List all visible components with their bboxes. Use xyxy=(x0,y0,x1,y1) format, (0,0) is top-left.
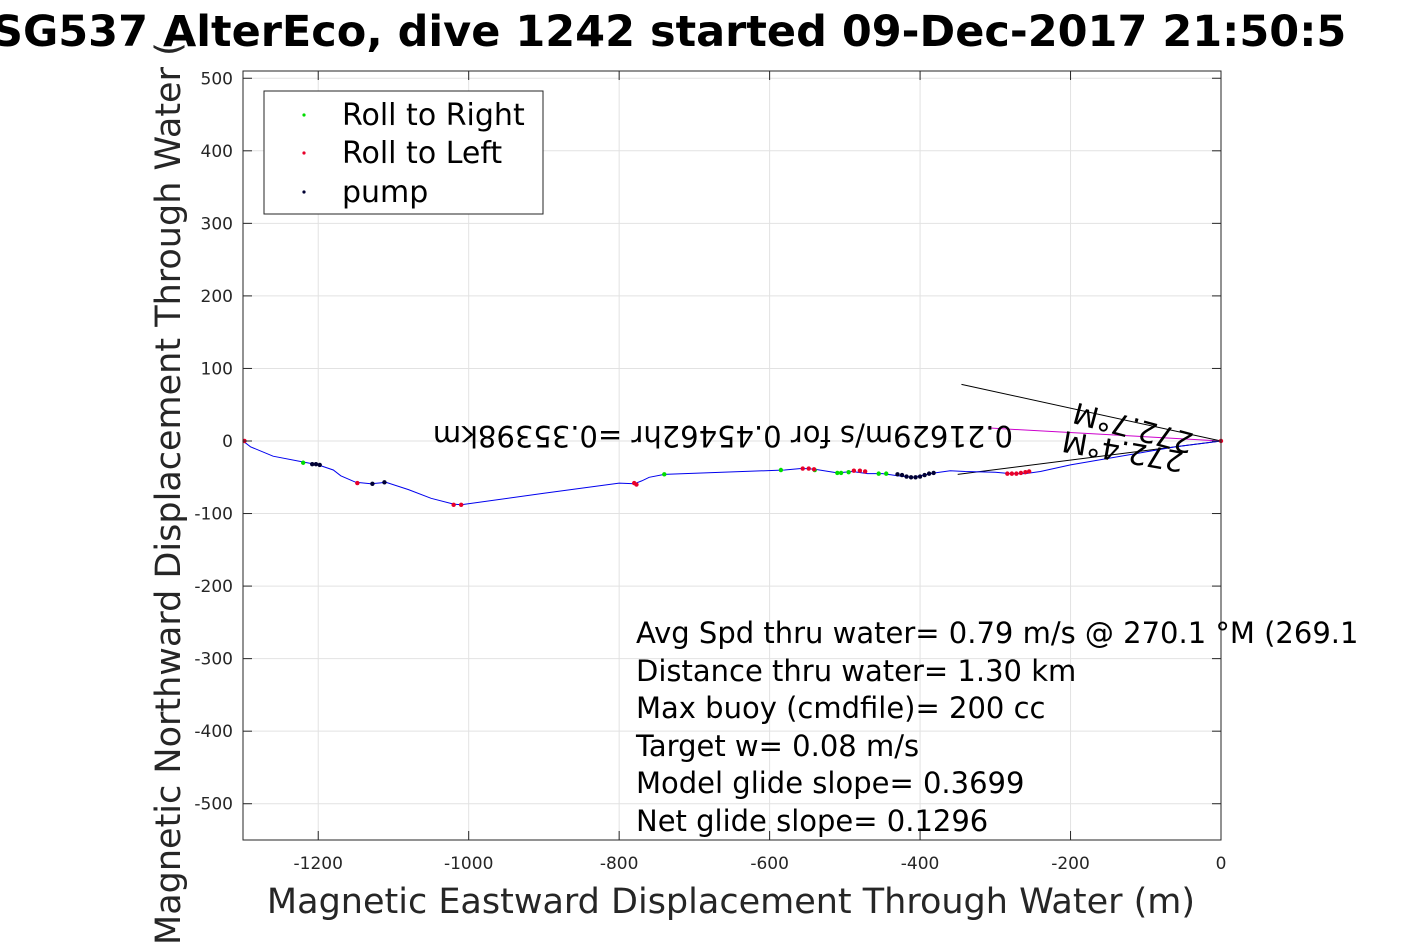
y-tick-label: -300 xyxy=(194,650,233,670)
roll-right-point xyxy=(846,469,851,475)
stats-annotations: Avg Spd thru water= 0.79 m/s @ 270.1 °M … xyxy=(635,616,1358,838)
pump-point xyxy=(899,472,905,478)
roll-left-point xyxy=(857,468,863,473)
roll-right-point xyxy=(778,467,784,473)
x-tick-label: -600 xyxy=(750,854,789,874)
annotation-target-w: Target w= 0.08 m/s xyxy=(635,729,919,763)
legend-marker-pump xyxy=(302,190,306,194)
legend-label-roll-right: Roll to Right xyxy=(342,98,525,133)
pump-point xyxy=(313,462,319,467)
roll-left-point xyxy=(451,502,456,508)
ticks: -1200 -1000 -800 -600 -400 -200 05004003002001… xyxy=(194,69,1226,874)
pump-point xyxy=(904,474,909,479)
pump-point xyxy=(917,474,923,479)
roll-left-point xyxy=(800,466,805,471)
y-tick-label: 200 xyxy=(201,287,233,307)
roll-right-point xyxy=(662,472,667,477)
pump-point xyxy=(382,480,387,485)
x-tick-label: -400 xyxy=(901,854,940,874)
annotation-distance: Distance thru water= 1.30 km xyxy=(636,654,1076,688)
marker-series xyxy=(242,438,1224,508)
pump-point xyxy=(926,471,932,476)
pump-point xyxy=(310,462,315,467)
y-tick-label: -100 xyxy=(194,505,233,525)
y-tick-label: 400 xyxy=(201,142,233,162)
roll-left-point xyxy=(458,502,464,508)
roll-right-point xyxy=(884,471,889,476)
roll-left-point xyxy=(634,482,639,487)
roll-left-point xyxy=(1014,471,1019,476)
roll-right-point xyxy=(876,471,881,476)
x-tick-label: -1000 xyxy=(444,854,493,874)
roll-left-point xyxy=(1023,469,1028,475)
legend-box xyxy=(263,90,544,215)
pump-point xyxy=(317,462,322,468)
y-tick-label: 100 xyxy=(201,359,233,379)
roll-right-point xyxy=(300,460,306,465)
roll-left-point xyxy=(811,467,817,472)
current-vector-line xyxy=(987,427,1222,442)
chart-title: SG537 AlterEco, dive 1242 started 09-Dec… xyxy=(0,7,1346,57)
annotation-avg-speed: Avg Spd thru water= 0.79 m/s @ 270.1 °M … xyxy=(636,616,1358,650)
annotation-net-glide-slope: Net glide slope= 0.1296 xyxy=(636,804,988,838)
x-axis-label: Magnetic Eastward Displacement Through W… xyxy=(267,882,1195,922)
y-tick-label: -200 xyxy=(194,577,233,597)
pump-point xyxy=(908,475,914,480)
annotation-model-glide-slope: Model glide slope= 0.3699 xyxy=(636,766,1024,800)
y-tick-label: 300 xyxy=(201,214,233,234)
roll-left-point xyxy=(862,469,868,474)
x-tick-label: -200 xyxy=(1051,854,1090,874)
roll-left-point xyxy=(1018,470,1024,476)
pump-point xyxy=(370,481,375,486)
roll-left-point xyxy=(1009,471,1015,476)
y-tick-label: 0 xyxy=(222,432,233,452)
legend-label-pump: pump xyxy=(342,175,428,210)
roll-left-point xyxy=(851,468,857,473)
legend-marker-roll-right xyxy=(302,113,306,117)
pump-point xyxy=(895,472,900,477)
x-tick-label: 0 xyxy=(1216,854,1227,874)
roll-left-point xyxy=(1026,469,1032,474)
pump-point xyxy=(922,472,927,478)
y-tick-label: -500 xyxy=(194,795,233,815)
roll-right-point xyxy=(835,470,840,476)
roll-left-point xyxy=(355,480,360,486)
y-axis-label: Magnetic Northward Displacement Through … xyxy=(149,42,189,945)
roll-left-point xyxy=(1005,471,1010,476)
roll-left-point xyxy=(806,466,811,471)
legend-label-roll-left: Roll to Left xyxy=(342,136,502,171)
roll-right-point xyxy=(838,470,844,476)
y-tick-label: -400 xyxy=(194,722,233,742)
annotation-max-buoy: Max buoy (cmdfile)= 200 cc xyxy=(636,691,1045,725)
y-tick-label: 500 xyxy=(201,69,233,89)
current-vector-line xyxy=(961,383,1222,442)
x-tick-label: -1200 xyxy=(294,854,343,874)
legend-marker-roll-left xyxy=(302,151,306,155)
legend: Roll to Right Roll to Left pump xyxy=(263,90,544,215)
x-tick-label: -800 xyxy=(600,854,639,874)
plot-frame xyxy=(242,70,1222,841)
pump-point xyxy=(913,475,918,480)
pump-point xyxy=(931,470,936,476)
flipped-annotation-speed: 0.21629m/s for 0.45462hr =0.35398km xyxy=(433,419,1013,453)
